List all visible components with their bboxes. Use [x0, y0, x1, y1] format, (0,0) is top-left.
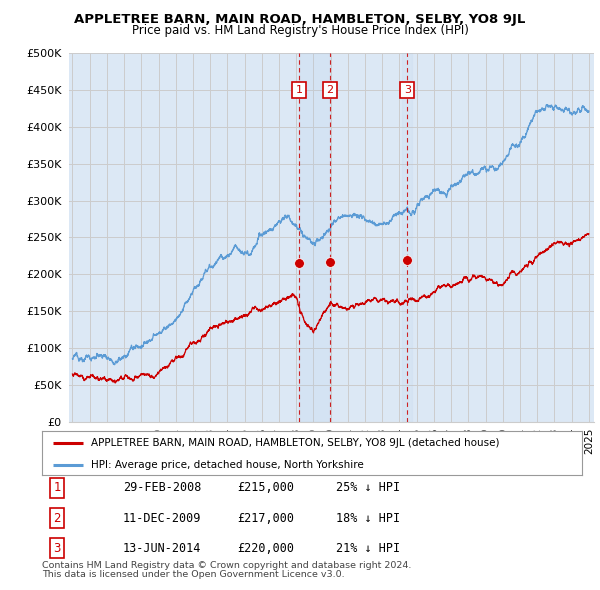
Text: 13-JUN-2014: 13-JUN-2014	[123, 542, 202, 555]
Text: This data is licensed under the Open Government Licence v3.0.: This data is licensed under the Open Gov…	[42, 571, 344, 579]
Text: Contains HM Land Registry data © Crown copyright and database right 2024.: Contains HM Land Registry data © Crown c…	[42, 561, 412, 570]
Text: Price paid vs. HM Land Registry's House Price Index (HPI): Price paid vs. HM Land Registry's House …	[131, 24, 469, 37]
Text: 3: 3	[53, 542, 61, 555]
Text: 18% ↓ HPI: 18% ↓ HPI	[336, 512, 400, 525]
Text: 25% ↓ HPI: 25% ↓ HPI	[336, 481, 400, 494]
Text: 29-FEB-2008: 29-FEB-2008	[123, 481, 202, 494]
Bar	[402, 53, 412, 422]
Bar	[299, 53, 329, 422]
Text: APPLETREE BARN, MAIN ROAD, HAMBLETON, SELBY, YO8 9JL (detached house): APPLETREE BARN, MAIN ROAD, HAMBLETON, SE…	[91, 438, 499, 448]
Text: HPI: Average price, detached house, North Yorkshire: HPI: Average price, detached house, Nort…	[91, 460, 364, 470]
Text: £220,000: £220,000	[237, 542, 294, 555]
Text: £217,000: £217,000	[237, 512, 294, 525]
Text: 3: 3	[404, 85, 411, 95]
Text: 1: 1	[53, 481, 61, 494]
Text: 1: 1	[295, 85, 302, 95]
Text: 2: 2	[326, 85, 333, 95]
Text: 11-DEC-2009: 11-DEC-2009	[123, 512, 202, 525]
Text: 21% ↓ HPI: 21% ↓ HPI	[336, 542, 400, 555]
Text: 2: 2	[53, 512, 61, 525]
Text: APPLETREE BARN, MAIN ROAD, HAMBLETON, SELBY, YO8 9JL: APPLETREE BARN, MAIN ROAD, HAMBLETON, SE…	[74, 13, 526, 26]
Text: £215,000: £215,000	[237, 481, 294, 494]
